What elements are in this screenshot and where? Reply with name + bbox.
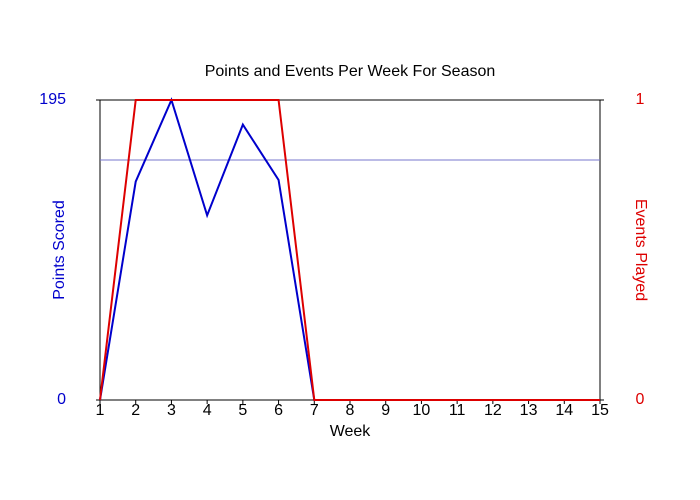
x-tick-label: 6 bbox=[274, 402, 283, 419]
x-tick-label: 14 bbox=[555, 402, 573, 419]
x-tick-label: 3 bbox=[167, 402, 176, 419]
x-tick-label: 8 bbox=[346, 402, 355, 419]
series-line bbox=[99, 99, 600, 401]
x-tick-label: 2 bbox=[131, 402, 140, 419]
y2-tick-label: 1 bbox=[636, 91, 645, 108]
x-tick-label: 1 bbox=[96, 402, 105, 419]
x-tick-label: 15 bbox=[591, 402, 609, 419]
x-tick-label: 12 bbox=[484, 402, 502, 419]
x-tick-label: 9 bbox=[381, 402, 390, 419]
x-tick-label: 4 bbox=[203, 402, 212, 419]
y2-tick-label: 0 bbox=[636, 391, 645, 408]
y-axis-label: Points Scored bbox=[51, 200, 68, 300]
x-axis-label: Week bbox=[330, 423, 372, 440]
x-tick-label: 10 bbox=[413, 402, 431, 419]
x-tick-label: 13 bbox=[520, 402, 538, 419]
y2-axis-label: Events Played bbox=[632, 199, 649, 301]
x-tick-label: 11 bbox=[449, 402, 466, 419]
y-tick-label: 0 bbox=[57, 391, 66, 408]
y-tick-label: 195 bbox=[39, 91, 66, 108]
chart-title: Points and Events Per Week For Season bbox=[205, 63, 496, 80]
x-tick-label: 7 bbox=[310, 402, 319, 419]
x-tick-label: 5 bbox=[238, 402, 247, 419]
